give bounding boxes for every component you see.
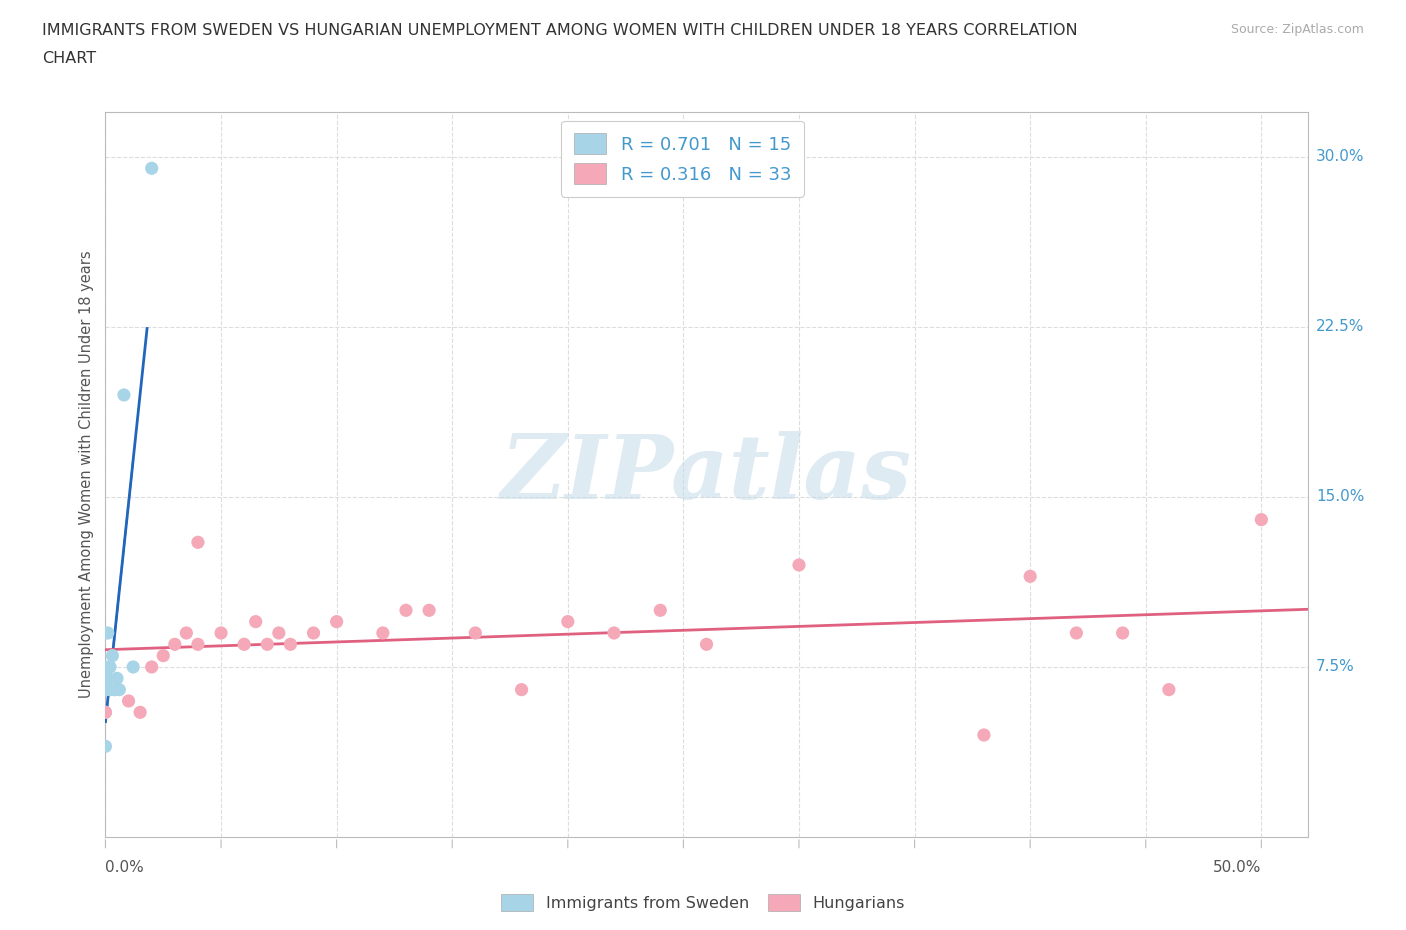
Point [108, 683, 131, 698]
Point [510, 683, 533, 698]
Point [94, 659, 117, 674]
Point [117, 694, 139, 709]
Point [101, 648, 124, 663]
Point [1250, 512, 1272, 527]
Point [464, 626, 486, 641]
Text: 50.0%: 50.0% [1213, 860, 1261, 875]
Point [104, 683, 127, 698]
Point [112, 388, 135, 403]
Point [105, 671, 128, 685]
Text: Source: ZipAtlas.com: Source: ZipAtlas.com [1230, 23, 1364, 36]
Point [209, 626, 232, 641]
Point [695, 637, 717, 652]
Point [98, 683, 121, 698]
Legend: Immigrants from Sweden, Hungarians: Immigrants from Sweden, Hungarians [495, 888, 911, 917]
Point [1066, 626, 1088, 641]
Point [163, 637, 186, 652]
Point [129, 705, 152, 720]
Point [94, 705, 117, 720]
Point [325, 614, 347, 629]
Point [603, 626, 626, 641]
Point [650, 603, 672, 618]
Point [557, 614, 579, 629]
Point [187, 637, 209, 652]
Point [302, 626, 325, 641]
Point [1111, 626, 1133, 641]
Point [141, 161, 163, 176]
Point [97, 671, 120, 685]
Text: 7.5%: 7.5% [1316, 659, 1354, 674]
Point [1157, 683, 1180, 698]
Point [245, 614, 267, 629]
Text: IMMIGRANTS FROM SWEDEN VS HUNGARIAN UNEMPLOYMENT AMONG WOMEN WITH CHILDREN UNDER: IMMIGRANTS FROM SWEDEN VS HUNGARIAN UNEM… [42, 23, 1078, 38]
Point [256, 637, 278, 652]
Point [122, 659, 145, 674]
Text: CHART: CHART [42, 51, 96, 66]
Text: 0.0%: 0.0% [105, 860, 145, 875]
Point [280, 637, 302, 652]
Point [973, 727, 995, 742]
Point [94, 738, 117, 753]
Point [94, 683, 117, 698]
Point [94, 705, 117, 720]
Point [371, 626, 394, 641]
Text: 30.0%: 30.0% [1316, 150, 1364, 165]
Point [98, 659, 121, 674]
Legend: R = 0.701   N = 15, R = 0.316   N = 33: R = 0.701 N = 15, R = 0.316 N = 33 [561, 121, 804, 196]
Point [267, 626, 290, 641]
Point [97, 626, 120, 641]
Point [141, 659, 163, 674]
Point [233, 637, 256, 652]
Text: 22.5%: 22.5% [1316, 319, 1364, 335]
Y-axis label: Unemployment Among Women with Children Under 18 years: Unemployment Among Women with Children U… [79, 250, 94, 698]
Point [187, 535, 209, 550]
Text: ZIPatlas: ZIPatlas [501, 431, 912, 518]
Point [176, 626, 198, 641]
Point [152, 648, 174, 663]
Point [1019, 569, 1042, 584]
Point [418, 603, 440, 618]
Point [395, 603, 418, 618]
Text: 15.0%: 15.0% [1316, 489, 1364, 504]
Point [787, 558, 810, 573]
